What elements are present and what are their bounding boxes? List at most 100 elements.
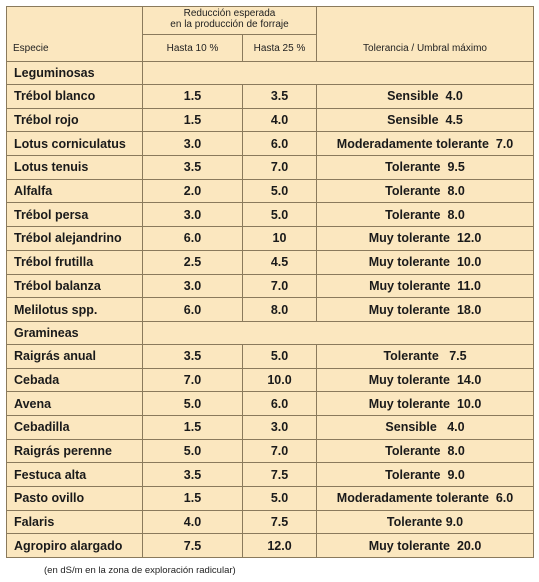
reduction-10-cell: 3.0 <box>142 131 243 157</box>
table-row: Pasto ovillo 1.5 5.0 Moderadamente tolerant… <box>6 486 535 511</box>
reduction-10-cell: 4.0 <box>142 509 243 535</box>
header-reduction-line-2: en la producción de forraje <box>170 19 289 30</box>
tolerance-cell: Moderadamente tolerante 7.0 <box>316 131 535 157</box>
tolerance-cell: Tolerante 8.0 <box>316 438 535 464</box>
tolerance-cell: Tolerante 9.0 <box>316 462 535 487</box>
reduction-25-cell: 3.0 <box>241 414 318 440</box>
reduction-10-cell: 3.5 <box>142 462 243 487</box>
reduction-10-cell: 3.5 <box>142 343 243 369</box>
table-row: Trébol alejandrino 6.0 10 Muy tolerante 12.… <box>6 226 535 251</box>
header-reduction-line-1: Reducción esperada <box>183 8 276 19</box>
table-row: Lotus corniculatus 3.0 6.0 Moderadamente to… <box>6 131 535 157</box>
species-cell: Raigrás anual <box>6 343 143 369</box>
table-row: Trébol balanza 3.0 7.0 Muy tolerante 11.0 <box>6 273 535 299</box>
reduction-10-cell: 2.0 <box>142 178 243 204</box>
table-row: Avena 5.0 6.0 Muy tolerante 10.0 <box>6 391 535 416</box>
species-cell: Melilotus spp. <box>6 297 143 322</box>
species-cell: Lotus corniculatus <box>6 131 143 157</box>
section-row: Leguminosas <box>6 61 535 85</box>
table-row: Raigrás anual 3.5 5.0 Tolerante 7.5 <box>6 343 535 369</box>
tolerance-cell: Muy tolerante 12.0 <box>316 226 535 251</box>
reduction-25-cell: 6.0 <box>241 391 318 416</box>
tolerance-cell: Tolerante 9.5 <box>316 155 535 180</box>
table-row: Raigrás perenne 5.0 7.0 Tolerante 8.0 <box>6 438 535 464</box>
reduction-25-cell: 5.0 <box>241 343 318 369</box>
tolerance-cell: Tolerante 8.0 <box>316 178 535 204</box>
species-cell: Trébol rojo <box>6 107 143 133</box>
tolerance-cell: Tolerante 8.0 <box>316 202 535 228</box>
reduction-25-cell: 6.0 <box>241 131 318 157</box>
reduction-25-cell: 7.5 <box>241 509 318 535</box>
species-cell: Trébol alejandrino <box>6 226 143 251</box>
table-row: Trébol persa 3.0 5.0 Tolerante 8.0 <box>6 202 535 228</box>
reduction-25-cell: 10.0 <box>241 367 318 393</box>
section-filler <box>141 61 535 85</box>
salinity-tolerance-table-container: Especie Reducción esperada en la producc… <box>6 6 535 559</box>
species-cell: Raigrás perenne <box>6 438 143 464</box>
table-row: Lotus tenuis 3.5 7.0 Tolerante 9.5 <box>6 155 535 180</box>
table-row: Alfalfa 2.0 5.0 Tolerante 8.0 <box>6 178 535 204</box>
tolerance-cell: Muy tolerante 11.0 <box>316 273 535 299</box>
species-cell: Trébol frutilla <box>6 249 143 275</box>
species-cell: Avena <box>6 391 143 416</box>
species-cell: Cebadilla <box>6 414 143 440</box>
reduction-25-cell: 4.5 <box>241 249 318 275</box>
tolerance-cell: Sensible 4.0 <box>316 414 535 440</box>
header-species: Especie <box>6 6 143 62</box>
header-row-group: Especie Reducción esperada en la producc… <box>6 6 535 62</box>
reduction-10-cell: 5.0 <box>142 391 243 416</box>
reduction-10-cell: 1.5 <box>142 107 243 133</box>
species-cell: Lotus tenuis <box>6 155 143 180</box>
species-cell: Falaris <box>6 509 143 535</box>
table-body: Leguminosas Trébol blanco 1.5 3.5 Sensible 4… <box>6 61 535 559</box>
reduction-10-cell: 1.5 <box>142 414 243 440</box>
reduction-25-cell: 4.0 <box>241 107 318 133</box>
species-cell: Festuca alta <box>6 462 143 487</box>
tolerance-cell: Muy tolerante 10.0 <box>316 249 535 275</box>
species-cell: Alfalfa <box>6 178 143 204</box>
reduction-25-cell: 5.0 <box>241 486 318 511</box>
species-cell: Trébol balanza <box>6 273 143 299</box>
tolerance-cell: Sensible 4.0 <box>316 84 535 109</box>
reduction-25-cell: 7.5 <box>241 462 318 487</box>
table-row: Cebadilla 1.5 3.0 Sensible 4.0 <box>6 414 535 440</box>
reduction-10-cell: 1.5 <box>142 84 243 109</box>
tolerance-cell: Muy tolerante 20.0 <box>316 533 535 559</box>
reduction-25-cell: 7.0 <box>241 438 318 464</box>
reduction-25-cell: 5.0 <box>241 178 318 204</box>
header-row-sub: Hasta 10 % Hasta 25 % <box>7 34 534 62</box>
table-row: Trébol frutilla 2.5 4.5 Muy tolerante 10.0 <box>6 249 535 275</box>
tolerance-cell: Moderadamente tolerante 6.0 <box>316 486 535 511</box>
reduction-10-cell: 5.0 <box>142 438 243 464</box>
species-cell: Trébol persa <box>6 202 143 228</box>
reduction-25-cell: 5.0 <box>241 202 318 228</box>
header-up-to-10: Hasta 10 % <box>142 34 243 62</box>
reduction-10-cell: 3.5 <box>142 155 243 180</box>
reduction-10-cell: 7.5 <box>142 533 243 559</box>
table-row: Melilotus spp. 6.0 8.0 Muy tolerante 18.0 <box>6 297 535 322</box>
salinity-tolerance-table: Especie Reducción esperada en la producc… <box>6 6 535 559</box>
reduction-10-cell: 2.5 <box>142 249 243 275</box>
table-row: Cebada 7.0 10.0 Muy tolerante 14.0 <box>6 367 535 393</box>
reduction-10-cell: 6.0 <box>142 226 243 251</box>
species-cell: Cebada <box>6 367 143 393</box>
tolerance-cell: Muy tolerante 10.0 <box>316 391 535 416</box>
header-tolerance: Tolerancia / Umbral máximo <box>316 6 535 62</box>
tolerance-cell: Muy tolerante 18.0 <box>316 297 535 322</box>
tolerance-cell: Tolerante 7.5 <box>316 343 535 369</box>
reduction-25-cell: 12.0 <box>241 533 318 559</box>
table-row: Trébol blanco 1.5 3.5 Sensible 4.0 <box>6 84 535 109</box>
species-cell: Trébol blanco <box>6 84 143 109</box>
tolerance-cell: Muy tolerante 14.0 <box>316 367 535 393</box>
footnote: (en dS/m en la zona de exploración radic… <box>44 565 236 576</box>
section-title: Gramineas <box>6 320 143 345</box>
reduction-25-cell: 8.0 <box>241 297 318 322</box>
tolerance-cell: Sensible 4.5 <box>316 107 535 133</box>
species-cell: Agropiro alargado <box>6 533 143 559</box>
table-row: Festuca alta 3.5 7.5 Tolerante 9.0 <box>6 462 535 487</box>
section-row: Gramineas <box>6 320 535 345</box>
species-cell: Pasto ovillo <box>6 486 143 511</box>
reduction-10-cell: 6.0 <box>142 297 243 322</box>
reduction-10-cell: 7.0 <box>142 367 243 393</box>
header-up-to-25: Hasta 25 % <box>241 34 318 62</box>
